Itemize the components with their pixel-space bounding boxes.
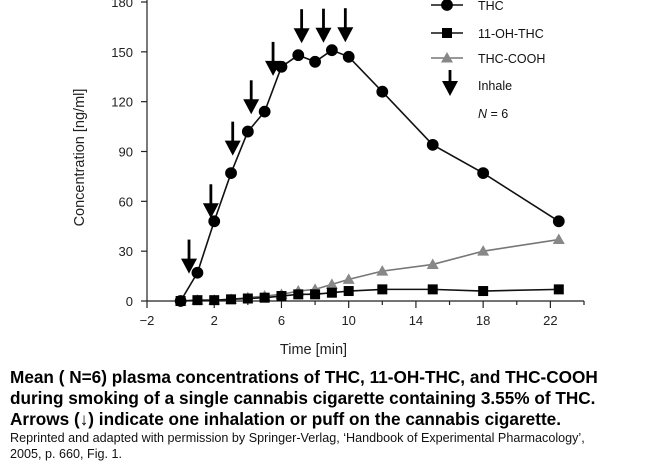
concentration-chart: 0 30 60 90 120 150 180 −2 2 6 10 14 18 22 Time [min] Co… [72, 0, 585, 358]
x-tick-label: 22 [543, 313, 557, 328]
data-point-thc-cooh [477, 245, 490, 256]
x-tick-label: 18 [476, 313, 490, 328]
inhale-arrow-head [293, 28, 310, 44]
data-point-11-oh-thc [209, 295, 220, 306]
credit-line-1: Reprinted and adapted with permission by… [10, 431, 585, 445]
x-tick-label: 10 [341, 313, 355, 328]
inhale-arrow [181, 239, 198, 274]
inhale-arrow [315, 8, 332, 43]
legend-label-inhale: Inhale [478, 79, 512, 93]
data-point-thc-cooh [376, 265, 389, 276]
inhale-arrow [202, 184, 219, 219]
data-point-11-oh-thc [377, 284, 388, 295]
x-tick-label: 6 [278, 313, 285, 328]
inhale-arrow [293, 9, 310, 44]
caption-line-1: Mean ( N=6) plasma concentrations of THC… [10, 367, 598, 387]
data-point-11-oh-thc [259, 292, 270, 303]
inhale-arrow-head [243, 99, 260, 115]
series-line-thc-cooh [180, 238, 559, 302]
chart-plot-area: 0 30 60 90 120 150 180 −2 2 6 10 14 18 22 Time [min] Co… [72, 0, 585, 358]
x-tick-label: −2 [140, 313, 155, 328]
x-tick-label: 2 [211, 313, 218, 328]
data-point-thc [292, 49, 305, 62]
credit-line-2: 2005, p. 660, Fig. 1. [10, 447, 123, 461]
caption-line-2: during smoking of a single cannabis ciga… [10, 388, 596, 408]
legend-n-label: N = 6 [478, 107, 508, 121]
y-tick-label: 30 [119, 244, 133, 259]
legend-marker-thc [441, 0, 453, 11]
legend-label-thc-cooh: THC-COOH [478, 52, 545, 66]
inhale-arrow-head [265, 60, 282, 76]
legend-marker-11-oh-thc [442, 28, 452, 38]
inhale-arrow-head [442, 81, 458, 96]
inhale-arrow-head [337, 27, 354, 43]
data-point-11-oh-thc [310, 289, 321, 300]
data-point-thc [225, 167, 237, 179]
legend-label-thc: THC [478, 0, 504, 13]
data-point-11-oh-thc [192, 295, 203, 306]
figure-caption: Mean ( N=6) plasma concentrations of THC… [10, 367, 660, 430]
chart-legend: THC 11-OH-THC THC-COOH Inhale N = 6 [431, 0, 545, 121]
inhale-arrow [337, 8, 354, 43]
data-point-thc-cooh [325, 278, 338, 289]
series-line-11-oh-thc [180, 288, 559, 302]
data-point-11-oh-thc [226, 294, 237, 305]
data-point-thc [342, 50, 355, 63]
figure-credit: Reprinted and adapted with permission by… [10, 430, 660, 462]
data-point-thc [258, 105, 271, 118]
y-tick-label: 150 [111, 45, 133, 60]
inhale-arrow [265, 41, 282, 76]
inhale-arrow-head [224, 140, 241, 156]
legend-marker-thc-cooh [441, 52, 453, 63]
caption-line-3: Arrows (↓) indicate one inhalation or pu… [10, 409, 562, 429]
data-point-11-oh-thc [293, 289, 304, 300]
inhale-arrow [224, 121, 241, 156]
y-tick-label: 90 [119, 145, 133, 160]
y-tick-label: 180 [111, 0, 133, 10]
data-point-11-oh-thc [343, 286, 354, 297]
data-point-thc-cooh [552, 233, 565, 245]
data-point-thc [208, 215, 221, 228]
data-point-thc-cooh [426, 258, 439, 269]
data-point-thc [309, 55, 321, 68]
data-point-11-oh-thc [276, 291, 287, 302]
data-point-thc [552, 215, 565, 228]
data-point-thc [191, 266, 204, 279]
inhale-arrow [243, 80, 260, 115]
data-point-11-oh-thc [553, 284, 564, 295]
data-point-thc [241, 125, 254, 138]
data-point-thc-cooh [342, 273, 355, 284]
y-tick-label: 60 [119, 194, 133, 209]
inhale-arrow-head [202, 203, 219, 219]
legend-inhale-arrow-icon [442, 70, 458, 96]
data-point-thc [174, 295, 187, 307]
data-point-11-oh-thc [326, 287, 337, 298]
y-axis-label: Concentration [ng/ml] [72, 89, 88, 227]
data-point-thc [376, 85, 389, 98]
x-tick-label: 14 [409, 313, 423, 328]
inhale-arrow-head [315, 27, 332, 43]
data-point-11-oh-thc [242, 293, 253, 304]
data-point-11-oh-thc [427, 284, 438, 295]
x-axis-label: Time [min] [280, 342, 347, 358]
data-point-thc [325, 44, 338, 57]
data-point-thc [426, 138, 439, 151]
data-point-thc [477, 167, 490, 179]
y-tick-label: 0 [126, 294, 133, 309]
data-point-11-oh-thc [478, 286, 489, 297]
legend-label-11-oh-thc: 11-OH-THC [478, 27, 544, 41]
inhale-arrow-head [181, 258, 198, 274]
y-tick-label: 120 [111, 95, 133, 110]
